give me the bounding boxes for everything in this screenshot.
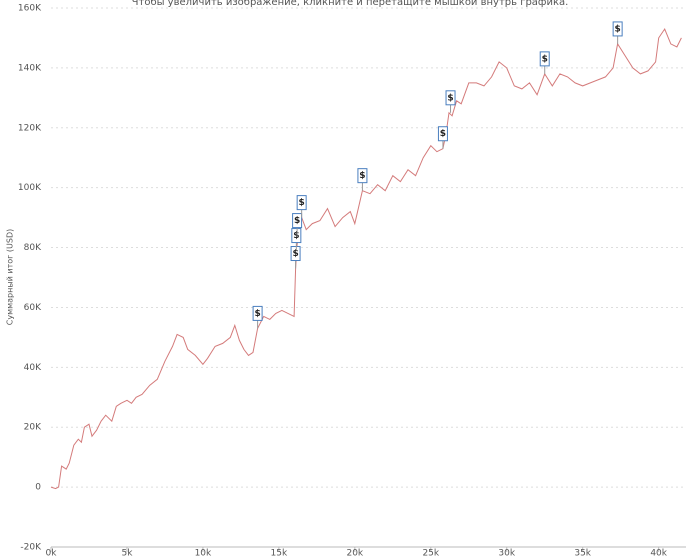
y-tick-label: 120K [18,123,42,133]
x-tick-label: 10k [195,549,212,557]
flag-box [296,195,307,211]
series-line [50,27,682,490]
x-tick-label: 30k [498,549,515,557]
y-tick-label: 160K [18,4,42,14]
y-tick-label: 40K [24,363,42,373]
flag: $ [445,90,456,113]
flag: $ [357,168,368,191]
x-tick-label: 0k [46,549,58,557]
flag-label: $ [447,93,453,103]
flag-label: $ [293,231,299,241]
y-tick-label: 0 [35,483,41,493]
x-tick-label: 25k [422,549,439,557]
flag-label: $ [299,198,305,208]
y-tick-label: -20K [20,543,42,553]
flag-label: $ [254,309,260,319]
flag-label: $ [359,171,365,181]
flag-label: $ [542,54,548,64]
flag: $ [252,305,263,329]
x-tick-label: 20k [346,549,363,557]
y-tick-label: 100K [18,183,42,193]
subtitle: Чтобы увеличить изображение, кликните и … [132,0,569,8]
flag-label: $ [292,249,298,259]
y-tick-label: 80K [24,243,42,253]
flag: $ [437,126,448,149]
flag: $ [296,195,307,218]
y-tick-label: 60K [24,303,42,313]
flag-box [612,21,623,37]
y-axis-label: Суммарный итог (USD) [6,229,15,326]
flag-label: $ [440,129,446,139]
flag-box [437,126,448,142]
x-tick-label: 40k [650,549,667,557]
flag-box [292,213,303,229]
flag-box [357,168,368,184]
flag: $ [612,21,623,44]
y-tick-label: 20K [24,423,42,433]
flag-label: $ [294,216,300,226]
flag: $ [292,213,303,236]
flag: $ [539,51,550,74]
flag-box [291,228,302,244]
y-tick-label: 140K [18,63,42,73]
x-tick-label: 15k [271,549,288,557]
flag-box [539,51,550,67]
flag: $ [290,246,301,269]
flag-box [290,246,301,262]
flag-box [445,90,456,106]
flag-box [252,305,263,321]
flag-label: $ [615,24,621,34]
x-tick-label: 35k [574,549,591,557]
flag: $ [291,228,302,251]
x-tick-label: 5k [121,549,133,557]
